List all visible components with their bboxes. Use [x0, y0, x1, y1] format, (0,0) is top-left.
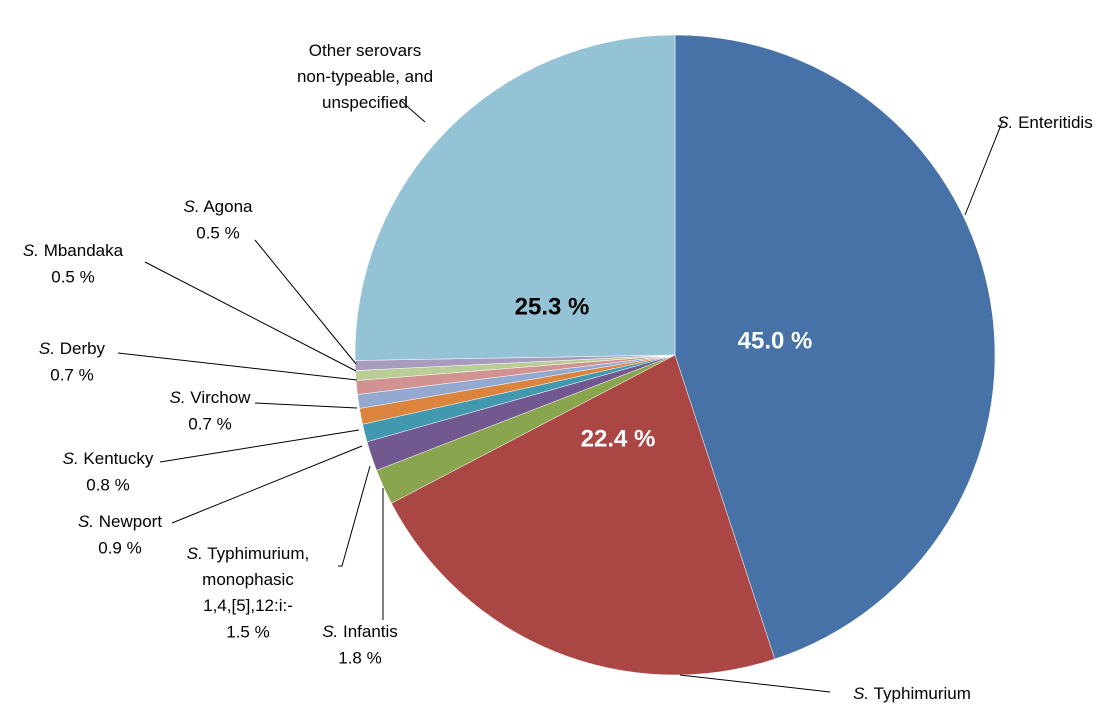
value-label: 0.5 % — [51, 267, 94, 286]
leader-line — [964, 119, 1004, 216]
slice-label: S. Newport — [78, 512, 162, 531]
leader-line — [117, 352, 358, 381]
leader-line — [254, 239, 357, 365]
value-label: 0.9 % — [98, 538, 141, 557]
leader-line — [679, 674, 831, 693]
leader-line — [254, 402, 358, 409]
slice-label: S. Infantis — [322, 622, 398, 641]
value-label: 25.3 % — [515, 293, 590, 320]
slice-label: S. Enteritidis — [997, 113, 1092, 132]
pie-slice — [354, 34, 676, 361]
leader-line — [171, 445, 363, 524]
slice-label: S. Kentucky — [63, 449, 154, 468]
value-label: 1.5 % — [226, 622, 269, 641]
value-label: 0.5 % — [196, 223, 239, 242]
slice-label: S. Virchow — [170, 388, 252, 407]
pie-slice — [674, 34, 996, 660]
value-label: 22.4 % — [581, 425, 656, 452]
value-label: 0.8 % — [86, 475, 129, 494]
value-label: 45.0 % — [738, 327, 813, 354]
value-label: 1.8 % — [338, 648, 381, 667]
leader-line — [159, 429, 360, 463]
slice-label: S. Agona — [183, 197, 253, 216]
slice-label: S. Mbandaka — [23, 241, 124, 260]
slice-label: S. Typhimurium — [853, 684, 971, 703]
slice-label: S. Derby — [39, 339, 106, 358]
slice-label: S. Typhimurium, monophasic 1,4,[5],12:i:- — [187, 544, 310, 615]
leader-line — [338, 465, 371, 567]
leader-line — [399, 99, 426, 123]
value-label: 0.7 % — [188, 414, 231, 433]
value-label: 0.7 % — [50, 365, 93, 384]
pie-slice — [391, 354, 776, 676]
slice-label: Other serovars non-typeable, and unspecifi… — [297, 41, 433, 112]
leader-line — [144, 261, 357, 372]
